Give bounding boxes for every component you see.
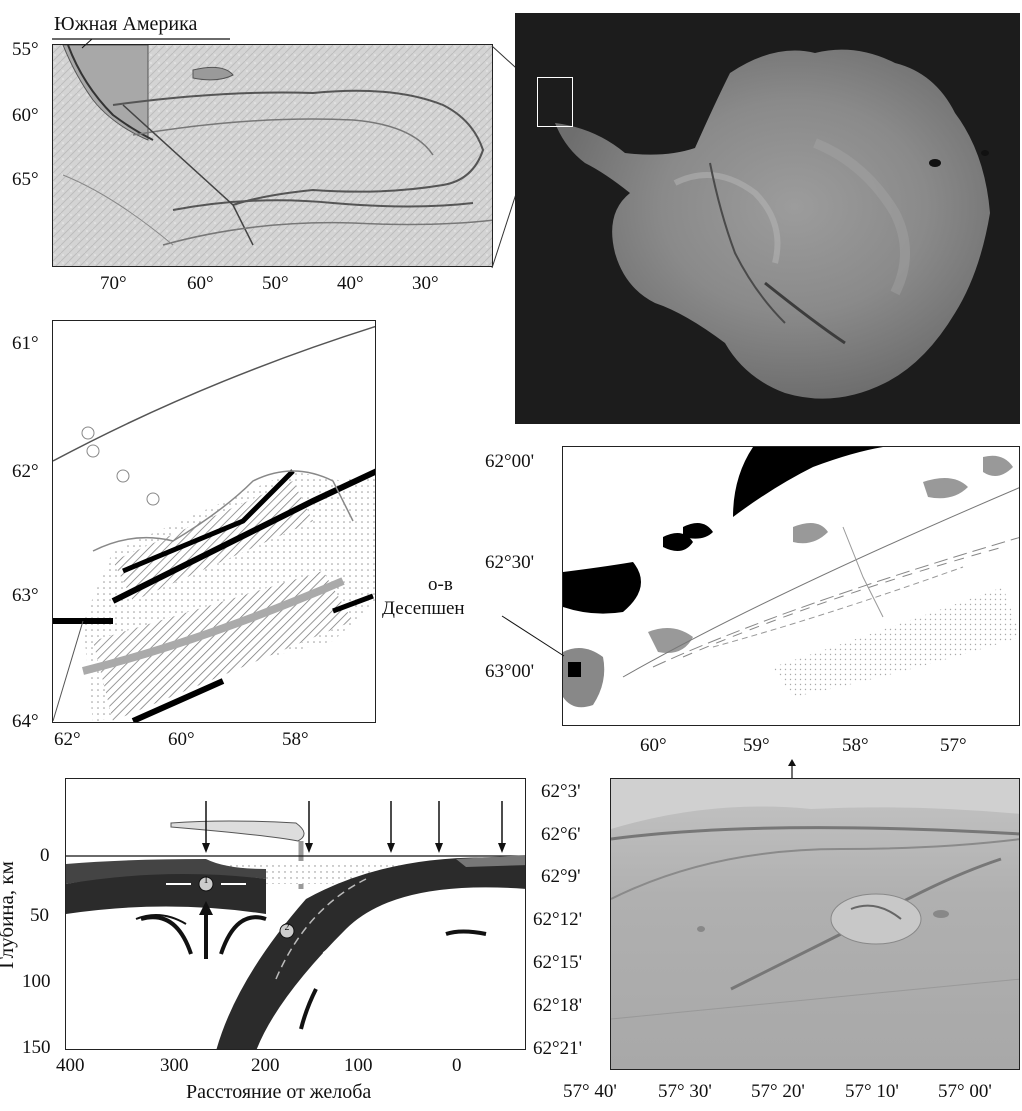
section-x-tick-0: 0 [452, 1055, 462, 1076]
map-a-lon-50: 50° [262, 273, 289, 294]
map-a-lat-65: 65° [12, 169, 39, 190]
map-b-lon-58: 58° [282, 729, 309, 750]
map-b-lat-63: 63° [12, 585, 39, 606]
relief-lat-629: 62°9' [541, 866, 581, 887]
relief-lat-6218: 62°18' [533, 995, 583, 1016]
antarctica-satellite-image [515, 13, 1020, 424]
map-c-lon-60: 60° [640, 735, 667, 756]
relief-lat-626: 62°6' [541, 824, 581, 845]
section-y-tick-100: 100 [22, 971, 51, 992]
relief-lat-6215: 62°15' [533, 952, 583, 973]
map-c-frame [562, 446, 1020, 726]
map-c-structural [563, 447, 1019, 708]
relief-frame [610, 778, 1020, 1070]
section-diagram [66, 801, 525, 1049]
map-a-lat-55: 55° [12, 39, 39, 60]
island-label-leader [501, 615, 565, 657]
map-b-lat-64: 64° [12, 711, 39, 732]
map-a-lat-60: 60° [12, 105, 39, 126]
map-b-lon-62: 62° [54, 729, 81, 750]
relief-lon-5700: 57° 00' [938, 1081, 992, 1102]
map-b-lat-61: 61° [12, 333, 39, 354]
map-c-lat-6230: 62°30' [485, 552, 535, 573]
map-a-relief [53, 45, 492, 266]
map-a-lon-60: 60° [187, 273, 214, 294]
zoom-box-marker [537, 77, 573, 127]
map-c-lat-6300: 63°00' [485, 661, 535, 682]
section-y-tick-0: 0 [40, 845, 50, 866]
section-x-tick-400: 400 [56, 1055, 85, 1076]
relief-lat-6212: 62°12' [533, 909, 583, 930]
relief-lat-623: 62°3' [541, 781, 581, 802]
region-label-underline [52, 38, 230, 49]
relief-shaded-image [611, 779, 1019, 1069]
section-x-tick-200: 200 [251, 1055, 280, 1076]
map-a-lon-30: 30° [412, 273, 439, 294]
relief-lon-5720: 57° 20' [751, 1081, 805, 1102]
section-x-tick-100: 100 [344, 1055, 373, 1076]
section-y-label: Глубина, км [0, 861, 18, 969]
region-label-south-america: Южная Америка [54, 13, 198, 35]
section-x-label: Расстояние от желоба [186, 1081, 372, 1103]
section-marker-1: 1 [203, 875, 209, 886]
relief-lon-5710: 57° 10' [845, 1081, 899, 1102]
section-y-tick-150: 150 [22, 1037, 51, 1058]
map-c-lat-6200: 62°00' [485, 451, 535, 472]
map-b-lat-62: 62° [12, 461, 39, 482]
map-b-frame [52, 320, 376, 723]
island-label-line2: Десепшен [382, 598, 465, 619]
zoom-arrow-icon [788, 759, 796, 780]
section-frame [65, 778, 526, 1050]
relief-lon-5740: 57° 40' [563, 1081, 617, 1102]
map-c-lon-58: 58° [842, 735, 869, 756]
map-c-lon-59: 59° [743, 735, 770, 756]
map-c-lon-57: 57° [940, 735, 967, 756]
island-label-line1: о-в [428, 574, 453, 595]
relief-lat-6221: 62°21' [533, 1038, 583, 1059]
map-b-tectonic [53, 325, 375, 722]
section-y-tick-50: 50 [30, 905, 49, 926]
section-x-tick-300: 300 [160, 1055, 189, 1076]
map-a-frame [52, 44, 493, 267]
relief-lon-5730: 57° 30' [658, 1081, 712, 1102]
map-a-lon-40: 40° [337, 273, 364, 294]
map-b-lon-60: 60° [168, 729, 195, 750]
map-a-lon-70: 70° [100, 273, 127, 294]
section-marker-2: 2 [284, 922, 290, 933]
